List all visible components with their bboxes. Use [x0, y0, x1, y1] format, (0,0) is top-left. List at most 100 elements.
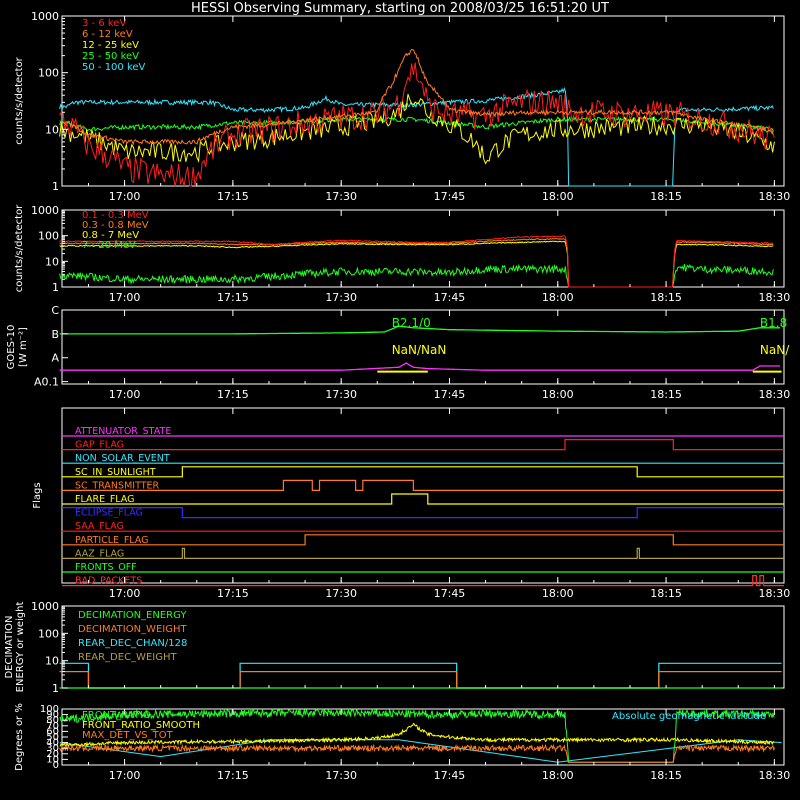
y-tick-label: 10: [46, 754, 59, 765]
series-goes-green: [59, 325, 781, 335]
legend-entry: 50 - 100 keV: [82, 62, 146, 73]
goes-frame: [61, 309, 785, 385]
page-title: HESSI Observing Summary, starting on 200…: [191, 1, 609, 16]
decimation-panel: 1 10 100 1000 DECIMATION_ENERGY DECIMATION_WE…: [4, 600, 785, 695]
legend-entry: 25 - 50 keV: [82, 51, 139, 62]
flag-label: FRONTS_OFF: [75, 562, 137, 573]
y-tick-label: 100: [38, 627, 59, 640]
y-axis-label: GOES-10: [6, 325, 17, 370]
series-absolute-geomagnetic-latitude: [59, 739, 782, 763]
y-tick-label: 40: [46, 738, 59, 749]
y-tick-label: 70: [46, 721, 59, 732]
legend-entry: DECIMATION_WEIGHT: [78, 624, 187, 635]
flag-series-sc-transmitter: [62, 479, 784, 491]
x-tick-label: 17:00: [109, 769, 141, 782]
flag-label: FLARE_FLAG: [75, 494, 135, 505]
y-tick-label: C: [51, 304, 59, 317]
x-tick-label: 17:00: [109, 388, 141, 401]
light-curves-low-panel: 1 10 100 1000 17:00 17:15 17:30 17:45 18:00 18:15…: [14, 10, 790, 203]
x-tick-label: 17:15: [217, 769, 249, 782]
flag-label: AAZ_FLAG: [75, 548, 124, 559]
y-tick-label: 60: [46, 726, 59, 737]
series-goes-magenta: [59, 362, 781, 371]
legend-entry: FRONT_RATIO: [82, 710, 151, 721]
flag-series-flare-flag: [62, 493, 784, 505]
x-tick-label: 18:30: [759, 291, 791, 304]
x-tick-label: 17:00: [109, 190, 141, 203]
flag-label: GAP_FLAG: [75, 440, 124, 451]
y-axis-label: Flags: [32, 482, 43, 508]
series-decimation-weight: [59, 670, 782, 689]
y-tick-label: 10: [45, 123, 59, 136]
flags-frame: [61, 407, 785, 584]
x-tick-label: 17:15: [217, 190, 249, 203]
x-tick-label: 18:15: [650, 291, 682, 304]
flag-series-sc-in-sunlight: [62, 466, 784, 478]
flag-series-aaz-flag: [62, 547, 784, 559]
x-tick-label: 18:30: [759, 388, 791, 401]
x-tick-label: 18:00: [542, 587, 574, 600]
flag-label: SC_IN_SUNLIGHT: [75, 467, 156, 478]
legend-entry: REAR_DEC_CHAN/128: [78, 638, 187, 649]
y-axis-label: DECIMATION: [4, 615, 15, 678]
x-tick-label: 17:45: [434, 587, 466, 600]
y-tick-label: 1: [52, 281, 59, 294]
light-curves-low-frame: [61, 15, 785, 187]
y-tick-label: 1: [52, 180, 59, 193]
legend-entry: 12 - 25 keV: [82, 40, 139, 51]
y-axis-label: ENERGY or weight: [15, 602, 26, 693]
flag-label: ATTENUATOR_STATE: [75, 426, 171, 437]
x-tick-label: 17:45: [434, 388, 466, 401]
y-tick-label: 1: [52, 682, 59, 695]
light-curves-high-frame: [61, 209, 785, 288]
legend-entry: 6 - 12 keV: [82, 29, 133, 40]
x-tick-label: 17:45: [434, 769, 466, 782]
legend-entry: REAR_DEC_WEIGHT: [78, 652, 177, 663]
x-tick-label: 17:30: [325, 769, 357, 782]
flag-series-particle-flag: [62, 534, 784, 546]
series-3-6-kev: [59, 62, 775, 187]
flag-series-bad-packets: [62, 575, 784, 587]
x-tick-label: 18:15: [650, 388, 682, 401]
series-12-25-kev: [59, 93, 775, 165]
x-tick-label: 18:00: [542, 388, 574, 401]
x-tick-label: 17:00: [109, 587, 141, 600]
x-tick-label: 17:45: [434, 291, 466, 304]
legend-entry: 0.3 - 0.8 MeV: [82, 220, 149, 231]
x-tick-label: 17:30: [325, 587, 357, 600]
goes-annotation: B2.1/0: [392, 316, 431, 330]
y-tick-label: A: [51, 352, 59, 365]
x-tick-label: 18:15: [650, 190, 682, 203]
flag-label: BAD_PACKETS: [75, 576, 142, 587]
y-tick-label: 30: [46, 743, 59, 754]
y-axis-label: counts/s/detector: [14, 204, 25, 292]
x-tick-label: 18:15: [650, 769, 682, 782]
flag-label: NON_SOLAR_EVENT: [75, 453, 170, 464]
series-max-det-vs-tot: [59, 743, 775, 763]
series-front-ratio-smooth: [59, 722, 775, 748]
goes-annotation: NaN/: [760, 343, 790, 357]
flag-series-eclipse-flag: [62, 507, 784, 519]
x-tick-label: 18:00: [542, 291, 574, 304]
x-tick-label: 18:00: [542, 190, 574, 203]
legend-entry: Absolute geomagnetic latitude: [612, 711, 766, 722]
legend-entry: DECIMATION_ENERGY: [78, 610, 187, 621]
series-rear-dec-weight: [59, 670, 782, 689]
y-tick-label: 20: [46, 749, 59, 760]
y-axis-label: [W m⁻²]: [18, 327, 29, 367]
x-tick-label: 17:15: [217, 587, 249, 600]
series-6-12-kev: [59, 48, 774, 146]
y-tick-label: 1000: [31, 600, 59, 613]
legend-entry: FRONT_RATIO_SMOOTH: [82, 720, 200, 731]
series-rear-dec-chan-128: [59, 662, 782, 689]
legend-entry: 7 - 20 MeV: [82, 240, 136, 251]
legend-entry: 0.8 - 7 MeV: [82, 230, 139, 241]
x-tick-label: 17:30: [325, 291, 357, 304]
x-tick-label: 18:30: [759, 587, 791, 600]
legend-entry: MAX_DET_VS_TOT: [82, 730, 174, 741]
y-tick-label: 100: [40, 704, 59, 715]
y-axis-label: Degrees or %: [14, 703, 25, 771]
y-tick-label: 10: [45, 655, 59, 668]
